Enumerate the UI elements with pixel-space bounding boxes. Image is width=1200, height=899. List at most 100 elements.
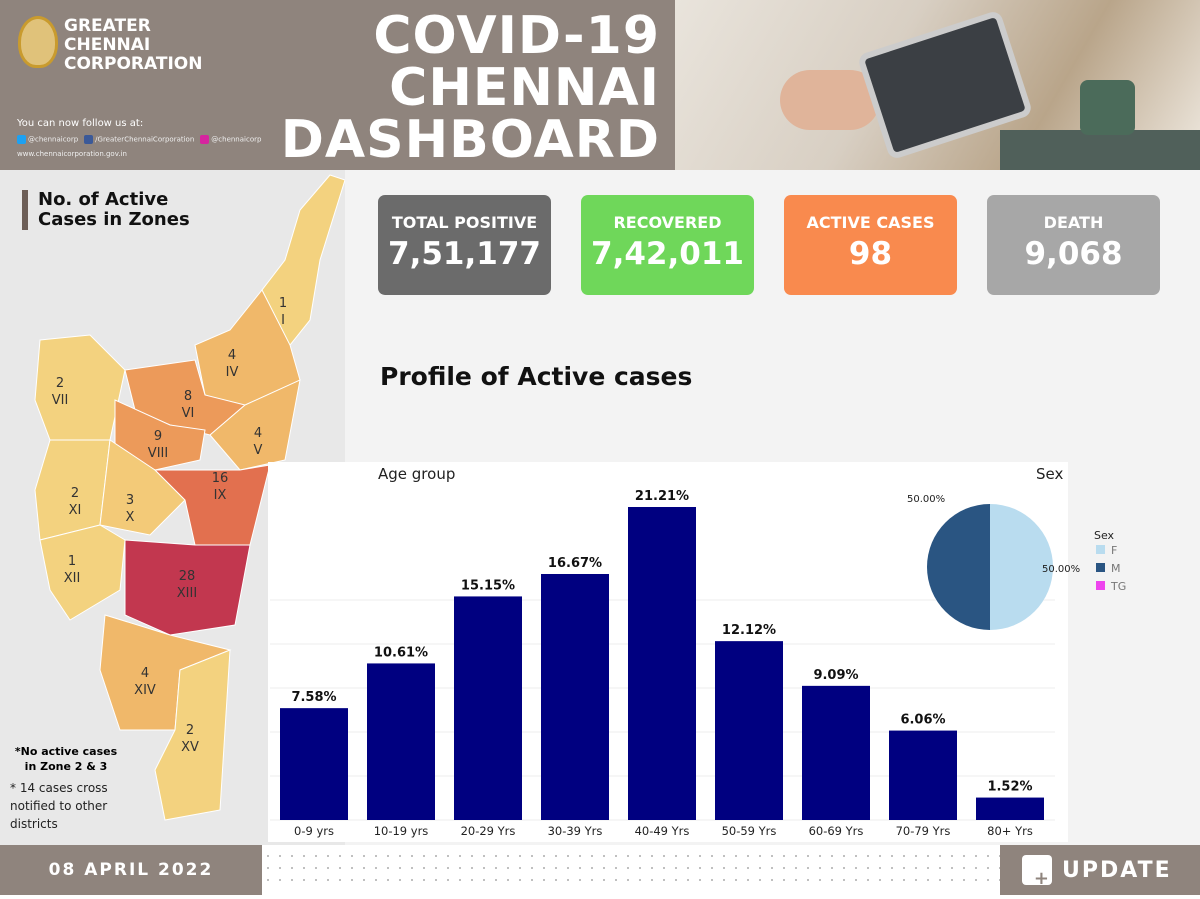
zone-label-XIV: 4 XIV — [125, 665, 165, 699]
zone-numeral: X — [125, 510, 135, 525]
plant-image — [1080, 80, 1135, 135]
follow-text: You can now follow us at: — [17, 118, 144, 129]
bar-label: 12.12% — [722, 623, 776, 638]
legend-swatch — [1096, 545, 1105, 554]
twitter-icon — [17, 135, 26, 144]
header-photo — [675, 0, 1200, 170]
legend-title: Sex — [1094, 529, 1115, 542]
pie-title: Sex — [1036, 465, 1063, 483]
zone-count: 2 — [55, 376, 65, 391]
x-tick-label: 30-39 Yrs — [548, 824, 603, 838]
bar-label: 16.67% — [548, 556, 602, 571]
zone-count: 2 — [70, 486, 80, 501]
zone-count: 1 — [278, 296, 288, 311]
zone-label-XV: 2 XV — [170, 722, 210, 756]
zone-count: 8 — [183, 389, 193, 404]
zone-numeral: XII — [63, 571, 81, 586]
note-line: * 14 cases cross — [10, 781, 108, 795]
stat-value: 7,51,177 — [388, 236, 541, 272]
org-line: CORPORATION — [64, 54, 203, 74]
zone-numeral: XIV — [134, 683, 156, 698]
zone-label-XI: 2 XI — [55, 485, 95, 519]
pie-label: 50.00% — [1042, 564, 1080, 575]
zone-label-IX: 16 IX — [200, 470, 240, 504]
bar-label: 10.61% — [374, 645, 428, 660]
legend-label: TG — [1110, 580, 1126, 593]
bar-label: 21.21% — [635, 489, 689, 504]
bar — [541, 573, 609, 820]
org-name: GREATER CHENNAI CORPORATION — [64, 17, 202, 74]
x-tick-label: 10-19 yrs — [374, 824, 429, 838]
stat-value: 98 — [848, 236, 893, 272]
legend-swatch — [1096, 563, 1105, 572]
bar-label: 1.52% — [987, 780, 1032, 795]
instagram-link[interactable]: @chennaicorp — [200, 135, 261, 144]
stat-card-death: DEATH 9,068 — [987, 195, 1160, 295]
stat-label: RECOVERED — [613, 213, 722, 232]
stat-label: ACTIVE CASES — [806, 213, 935, 232]
twitter-link[interactable]: @chennaicorp — [17, 135, 78, 144]
x-tick-label: 20-29 Yrs — [461, 824, 516, 838]
zone-numeral: VI — [181, 406, 195, 421]
bar — [280, 708, 348, 820]
facebook-icon — [84, 135, 94, 144]
profile-title: Profile of Active cases — [380, 362, 693, 391]
zone-numeral: I — [281, 313, 285, 328]
no-cases-note: *No active cases in Zone 2 & 3 — [14, 745, 118, 773]
zone-count: 4 — [253, 426, 263, 441]
update-icon — [1022, 855, 1052, 889]
org-line: GREATER — [64, 16, 151, 36]
x-tick-label: 50-59 Yrs — [722, 824, 777, 838]
bar-label: 9.09% — [813, 668, 858, 683]
stat-value: 9,068 — [1024, 236, 1123, 272]
pie-slice-F — [990, 504, 1053, 630]
stat-card-recovered: RECOVERED 7,42,011 — [581, 195, 754, 295]
zone-label-XII: 1 XII — [52, 553, 92, 587]
header: GREATER CHENNAI CORPORATION You can now fo… — [0, 0, 675, 170]
zone-label-IV: 4 IV — [212, 347, 252, 381]
hand-image — [780, 70, 880, 130]
note-line: districts — [10, 817, 58, 831]
bar — [367, 663, 435, 820]
zone-numeral: VII — [51, 393, 69, 408]
bar-label: 15.15% — [461, 578, 515, 593]
zone-numeral: IV — [225, 365, 239, 380]
instagram-icon — [200, 135, 210, 144]
zone-label-XIII: 28 XIII — [167, 568, 207, 602]
zone-numeral: XI — [68, 503, 82, 518]
bar — [628, 507, 696, 820]
pie-label: 50.00% — [907, 494, 945, 505]
social-links: @chennaicorp /GreaterChennaiCorporation … — [17, 135, 261, 144]
update-label: UPDATE — [1062, 857, 1172, 883]
x-tick-label: 80+ Yrs — [987, 824, 1033, 838]
bar-chart-title: Age group — [378, 465, 455, 483]
bar — [715, 641, 783, 820]
website-link[interactable]: www.chennaicorporation.gov.in — [17, 150, 127, 158]
zone-count: 9 — [153, 429, 163, 444]
books-image — [1000, 130, 1200, 170]
zone-label-VIII: 9 VIII — [138, 428, 178, 462]
x-tick-label: 60-69 Yrs — [809, 824, 864, 838]
facebook-link[interactable]: /GreaterChennaiCorporation — [84, 135, 194, 144]
update-button[interactable]: UPDATE — [1000, 845, 1200, 895]
dashboard-title: COVID-19 CHENNAI DASHBOARD — [281, 10, 660, 166]
bar — [802, 685, 870, 820]
zone-count: 1 — [67, 554, 77, 569]
legend-swatch — [1096, 581, 1105, 590]
map-title: No. of Active Cases in Zones — [22, 190, 192, 230]
zone-label-VII: 2 VII — [40, 375, 80, 409]
bar — [454, 596, 522, 820]
zone-count: 28 — [178, 569, 196, 584]
x-tick-label: 40-49 Yrs — [635, 824, 690, 838]
legend-label: M — [1111, 562, 1121, 575]
zone-count: 4 — [140, 666, 150, 681]
zone-numeral: XIII — [176, 586, 198, 601]
stat-label: TOTAL POSITIVE — [391, 213, 538, 232]
x-tick-label: 0-9 yrs — [294, 824, 334, 838]
zone-numeral: IX — [213, 488, 227, 503]
zone-count: 3 — [125, 493, 135, 508]
stat-card-active-cases: ACTIVE CASES 98 — [784, 195, 957, 295]
bar — [889, 730, 957, 820]
